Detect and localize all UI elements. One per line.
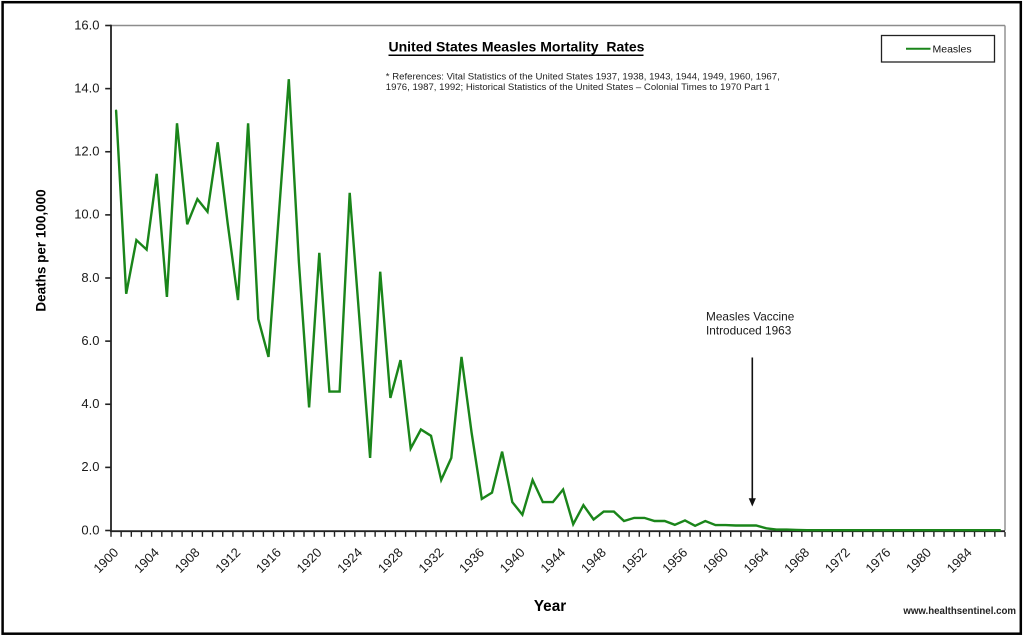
svg-text:8.0: 8.0 — [81, 270, 99, 285]
svg-text:United States Measles Mortalit: United States Measles Mortality Rates — [389, 38, 645, 54]
svg-text:1976, 1987, 1992; Historical S: 1976, 1987, 1992; Historical Statistics … — [386, 82, 770, 93]
svg-text:* References: Vital Statistics: * References: Vital Statistics of the Un… — [386, 72, 780, 83]
svg-text:Measles Vaccine: Measles Vaccine — [706, 310, 795, 324]
svg-text:12.0: 12.0 — [74, 144, 99, 159]
svg-text:0.0: 0.0 — [81, 522, 99, 537]
svg-text:14.0: 14.0 — [74, 80, 99, 95]
svg-text:www.healthsentinel.com: www.healthsentinel.com — [902, 606, 1016, 617]
svg-text:Introduced 1963: Introduced 1963 — [706, 324, 792, 338]
svg-text:10.0: 10.0 — [74, 207, 99, 222]
svg-text:6.0: 6.0 — [81, 333, 99, 348]
svg-text:Measles: Measles — [933, 44, 972, 56]
svg-text:4.0: 4.0 — [81, 396, 99, 411]
svg-text:Deaths per 100,000: Deaths per 100,000 — [34, 189, 49, 311]
svg-text:Year: Year — [534, 598, 566, 615]
svg-text:16.0: 16.0 — [74, 17, 99, 32]
svg-text:2.0: 2.0 — [81, 459, 99, 474]
